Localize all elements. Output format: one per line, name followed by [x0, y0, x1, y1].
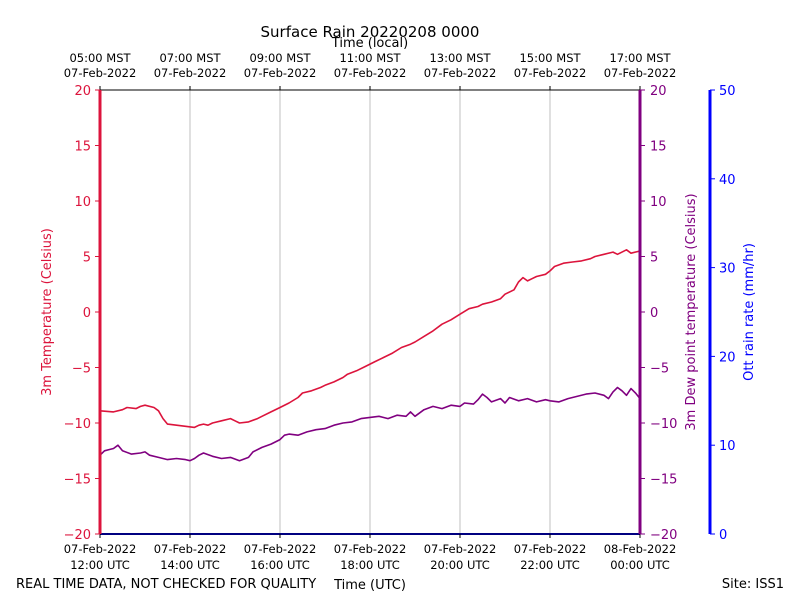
- dewpoint-tick-label: 5: [650, 251, 658, 266]
- top-tick-label-date: 07-Feb-2022: [64, 66, 137, 80]
- x-tick-label-time: 16:00 UTC: [250, 558, 310, 572]
- temperature-tick-label: 10: [74, 195, 91, 210]
- footer-quality-note: REAL TIME DATA, NOT CHECKED FOR QUALITY: [16, 577, 316, 592]
- x-tick-label-date: 08-Feb-2022: [604, 542, 677, 556]
- x-tick-label-time: 12:00 UTC: [70, 558, 130, 572]
- x-tick-label-time: 22:00 UTC: [520, 558, 580, 572]
- top-tick-label-time: 07:00 MST: [159, 51, 221, 65]
- temperature-tick-label: 5: [83, 251, 91, 266]
- axes-group: 07-Feb-2022 12:00 UTC 07-Feb-2022 14:00 UTC…: [64, 51, 736, 572]
- rain-tick-label: 0: [719, 528, 727, 543]
- x-tick-label-time: 14:00 UTC: [160, 558, 220, 572]
- top-tick-label-date: 07-Feb-2022: [334, 66, 407, 80]
- top-tick-label-date: 07-Feb-2022: [154, 66, 227, 80]
- rain-tick-label: 40: [719, 173, 736, 188]
- temperature-tick-label: −10: [64, 417, 91, 432]
- rain-tick-label: 50: [719, 84, 736, 99]
- x-tick-label-date: 07-Feb-2022: [424, 542, 497, 556]
- dewpoint-tick-label: −15: [650, 473, 677, 488]
- rain-tick-label: 20: [719, 350, 736, 365]
- top-tick-label-time: 13:00 MST: [429, 51, 491, 65]
- dewpoint-tick-label: 0: [650, 306, 658, 321]
- temperature-tick-label: −15: [64, 473, 91, 488]
- gridlines: [189, 90, 551, 534]
- dewpoint-tick-label: −5: [650, 362, 669, 377]
- x-tick-label-date: 07-Feb-2022: [514, 542, 587, 556]
- series-line-dewpoint: [99, 386, 641, 462]
- x-tick-label-time: 00:00 UTC: [610, 558, 670, 572]
- top-axis-label: Time (local): [331, 36, 408, 51]
- dewpoint-tick-label: 20: [650, 84, 667, 99]
- top-tick-label-date: 07-Feb-2022: [514, 66, 587, 80]
- x-tick-label-date: 07-Feb-2022: [244, 542, 317, 556]
- top-tick-label-date: 07-Feb-2022: [244, 66, 317, 80]
- dewpoint-tick-label: −10: [650, 417, 677, 432]
- dewpoint-axis-label: 3m Dew point temperature (Celsius): [684, 193, 699, 430]
- chart-title: Surface Rain 20220208 0000: [261, 23, 480, 41]
- x-tick-label-time: 18:00 UTC: [340, 558, 400, 572]
- x-axis-label: Time (UTC): [333, 578, 406, 593]
- temperature-tick-label: −20: [64, 528, 91, 543]
- temperature-tick-label: 15: [74, 140, 91, 155]
- temperature-tick-label: 20: [74, 84, 91, 99]
- x-tick-label-date: 07-Feb-2022: [154, 542, 227, 556]
- x-tick-label-date: 07-Feb-2022: [334, 542, 407, 556]
- x-tick-label-date: 07-Feb-2022: [64, 542, 137, 556]
- dewpoint-tick-label: −20: [650, 528, 677, 543]
- dewpoint-tick-label: 10: [650, 195, 667, 210]
- x-tick-label-time: 20:00 UTC: [430, 558, 490, 572]
- top-tick-label-date: 07-Feb-2022: [604, 66, 677, 80]
- top-tick-label-date: 07-Feb-2022: [424, 66, 497, 80]
- top-tick-label-time: 17:00 MST: [609, 51, 671, 65]
- rain-tick-label: 30: [719, 262, 736, 277]
- rain-tick-label: 10: [719, 439, 736, 454]
- dewpoint-tick-label: 15: [650, 140, 667, 155]
- series-line-temperature: [99, 249, 641, 429]
- footer-site-label: Site: ISS1: [722, 577, 784, 592]
- top-tick-label-time: 05:00 MST: [69, 51, 131, 65]
- temperature-axis-label: 3m Temperature (Celsius): [40, 228, 55, 396]
- temperature-tick-label: −5: [72, 362, 91, 377]
- rain-axis-label: Ott rain rate (mm/hr): [742, 243, 757, 381]
- top-tick-label-time: 11:00 MST: [339, 51, 401, 65]
- temperature-tick-label: 0: [83, 306, 91, 321]
- top-tick-label-time: 15:00 MST: [519, 51, 581, 65]
- top-tick-label-time: 09:00 MST: [249, 51, 311, 65]
